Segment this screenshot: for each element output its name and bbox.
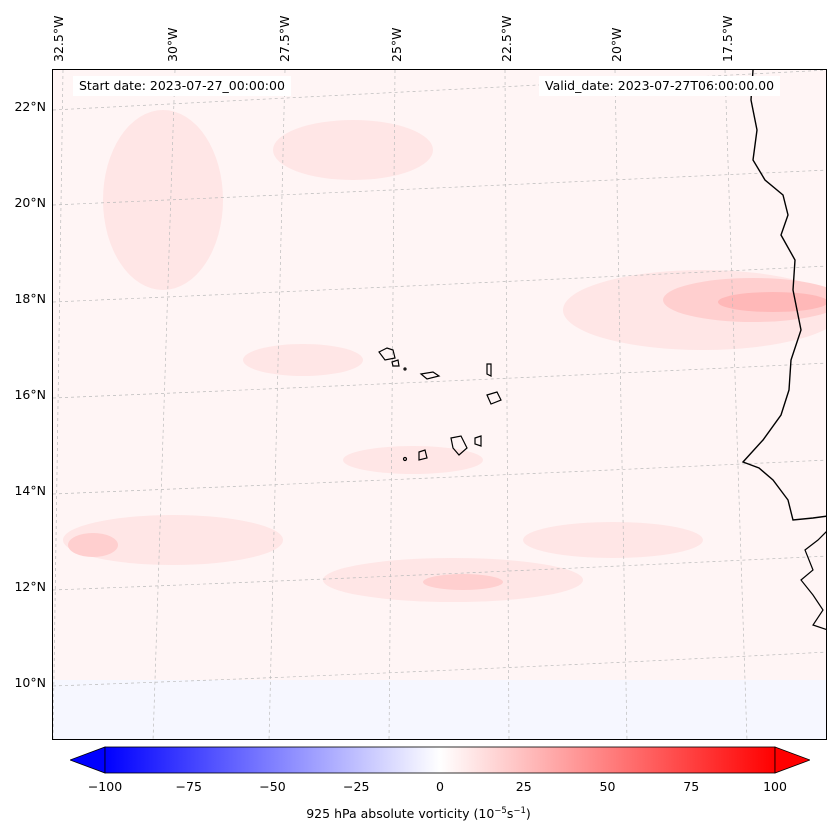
colorbar-tick-label: 0	[436, 779, 444, 794]
colorbar-tick-label: −25	[343, 779, 370, 794]
latitude-label: 16°N	[14, 387, 46, 402]
longitude-label: 20°W	[609, 27, 624, 62]
colorbar-label: 925 hPa absolute vorticity (10−5s−1)	[306, 806, 531, 822]
latitude-label: 22°N	[14, 99, 46, 114]
colorbar-tick-label: 50	[599, 779, 616, 794]
gridlines	[53, 70, 826, 739]
map-panel	[52, 69, 827, 740]
vorticity-max	[718, 292, 826, 312]
africa-coastline-south	[800, 531, 826, 630]
longitude-label: 27.5°W	[277, 15, 292, 62]
colorbar-min-extend	[70, 746, 106, 774]
vorticity-map	[53, 70, 826, 739]
latitude-label: 12°N	[14, 579, 46, 594]
longitude-label: 25°W	[389, 27, 404, 62]
cape-verde-islands	[378, 347, 502, 462]
colorbar-tick-label: 100	[763, 779, 787, 794]
valid-date-label: Valid_date: 2023-07-27T06:00:00.00	[539, 76, 781, 96]
longitude-label: 22.5°W	[499, 15, 514, 62]
colorbar-tick-label: −50	[259, 779, 286, 794]
colorbar-tick-label: 25	[515, 779, 532, 794]
colorbar-tick-label: −75	[175, 779, 202, 794]
colorbar	[70, 746, 810, 774]
latitude-label: 20°N	[14, 195, 46, 210]
latitude-label: 14°N	[14, 483, 46, 498]
colorbar-tick-label: 75	[683, 779, 700, 794]
start-date-label: Start date: 2023-07-27_00:00:00	[73, 76, 291, 96]
colorbar-max-extend	[774, 746, 810, 774]
latitude-label: 18°N	[14, 291, 46, 306]
colorbar-gradient	[104, 746, 776, 774]
longitude-label: 32.5°W	[51, 15, 66, 62]
southern-weak-band	[53, 680, 826, 739]
africa-coastline	[741, 70, 826, 521]
longitude-label: 30°W	[165, 27, 180, 62]
latitude-label: 10°N	[14, 675, 46, 690]
colorbar-tick-label: −100	[87, 779, 123, 794]
longitude-label: 17.5°W	[720, 15, 735, 62]
